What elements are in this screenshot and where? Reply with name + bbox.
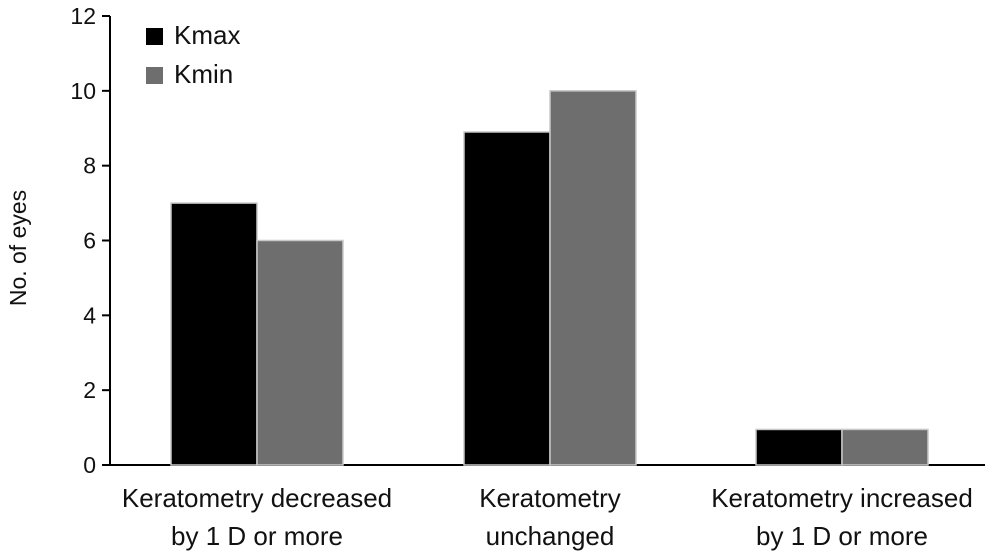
legend-label-kmax: Kmax <box>174 20 240 50</box>
x-category-label: Keratometry increased by 1 D or more <box>711 483 973 551</box>
x-category-label-line: Keratometry increased <box>711 483 973 513</box>
y-tick-label: 8 <box>83 153 96 179</box>
y-axis-title: No. of eyes <box>5 190 31 306</box>
x-category-label: Keratometry unchanged <box>479 483 621 551</box>
x-category-label-line: unchanged <box>486 521 615 551</box>
legend-label-kmin: Kmin <box>174 59 233 89</box>
bar-kmin-1 <box>549 90 637 466</box>
legend: Kmax Kmin <box>146 20 240 89</box>
x-category-label-line: by 1 D or more <box>171 521 343 551</box>
bar-kmin-0 <box>256 239 344 466</box>
bar-kmax-1 <box>463 131 551 466</box>
y-tick-label: 6 <box>83 228 96 254</box>
bar-kmax-2 <box>755 428 843 466</box>
x-category-label: Keratometry decreased by 1 D or more <box>122 483 392 551</box>
y-tick-label: 0 <box>83 452 96 478</box>
y-tick-label: 10 <box>70 78 96 104</box>
y-tick-label: 12 <box>70 3 96 29</box>
y-ticks: 0 2 4 6 8 10 12 <box>70 3 110 478</box>
y-tick-label: 2 <box>83 377 96 403</box>
x-category-label-line: by 1 D or more <box>756 521 928 551</box>
legend-swatch-kmax <box>146 28 163 45</box>
legend-swatch-kmin <box>146 67 163 84</box>
x-category-label-line: Keratometry <box>479 483 621 513</box>
x-category-label-line: Keratometry decreased <box>122 483 392 513</box>
bar-kmin-2 <box>841 428 929 466</box>
x-category-labels: Keratometry decreased by 1 D or moreKerat… <box>122 483 973 551</box>
bars <box>170 90 929 466</box>
y-tick-label: 4 <box>83 302 96 328</box>
bar-kmax-0 <box>170 202 258 466</box>
